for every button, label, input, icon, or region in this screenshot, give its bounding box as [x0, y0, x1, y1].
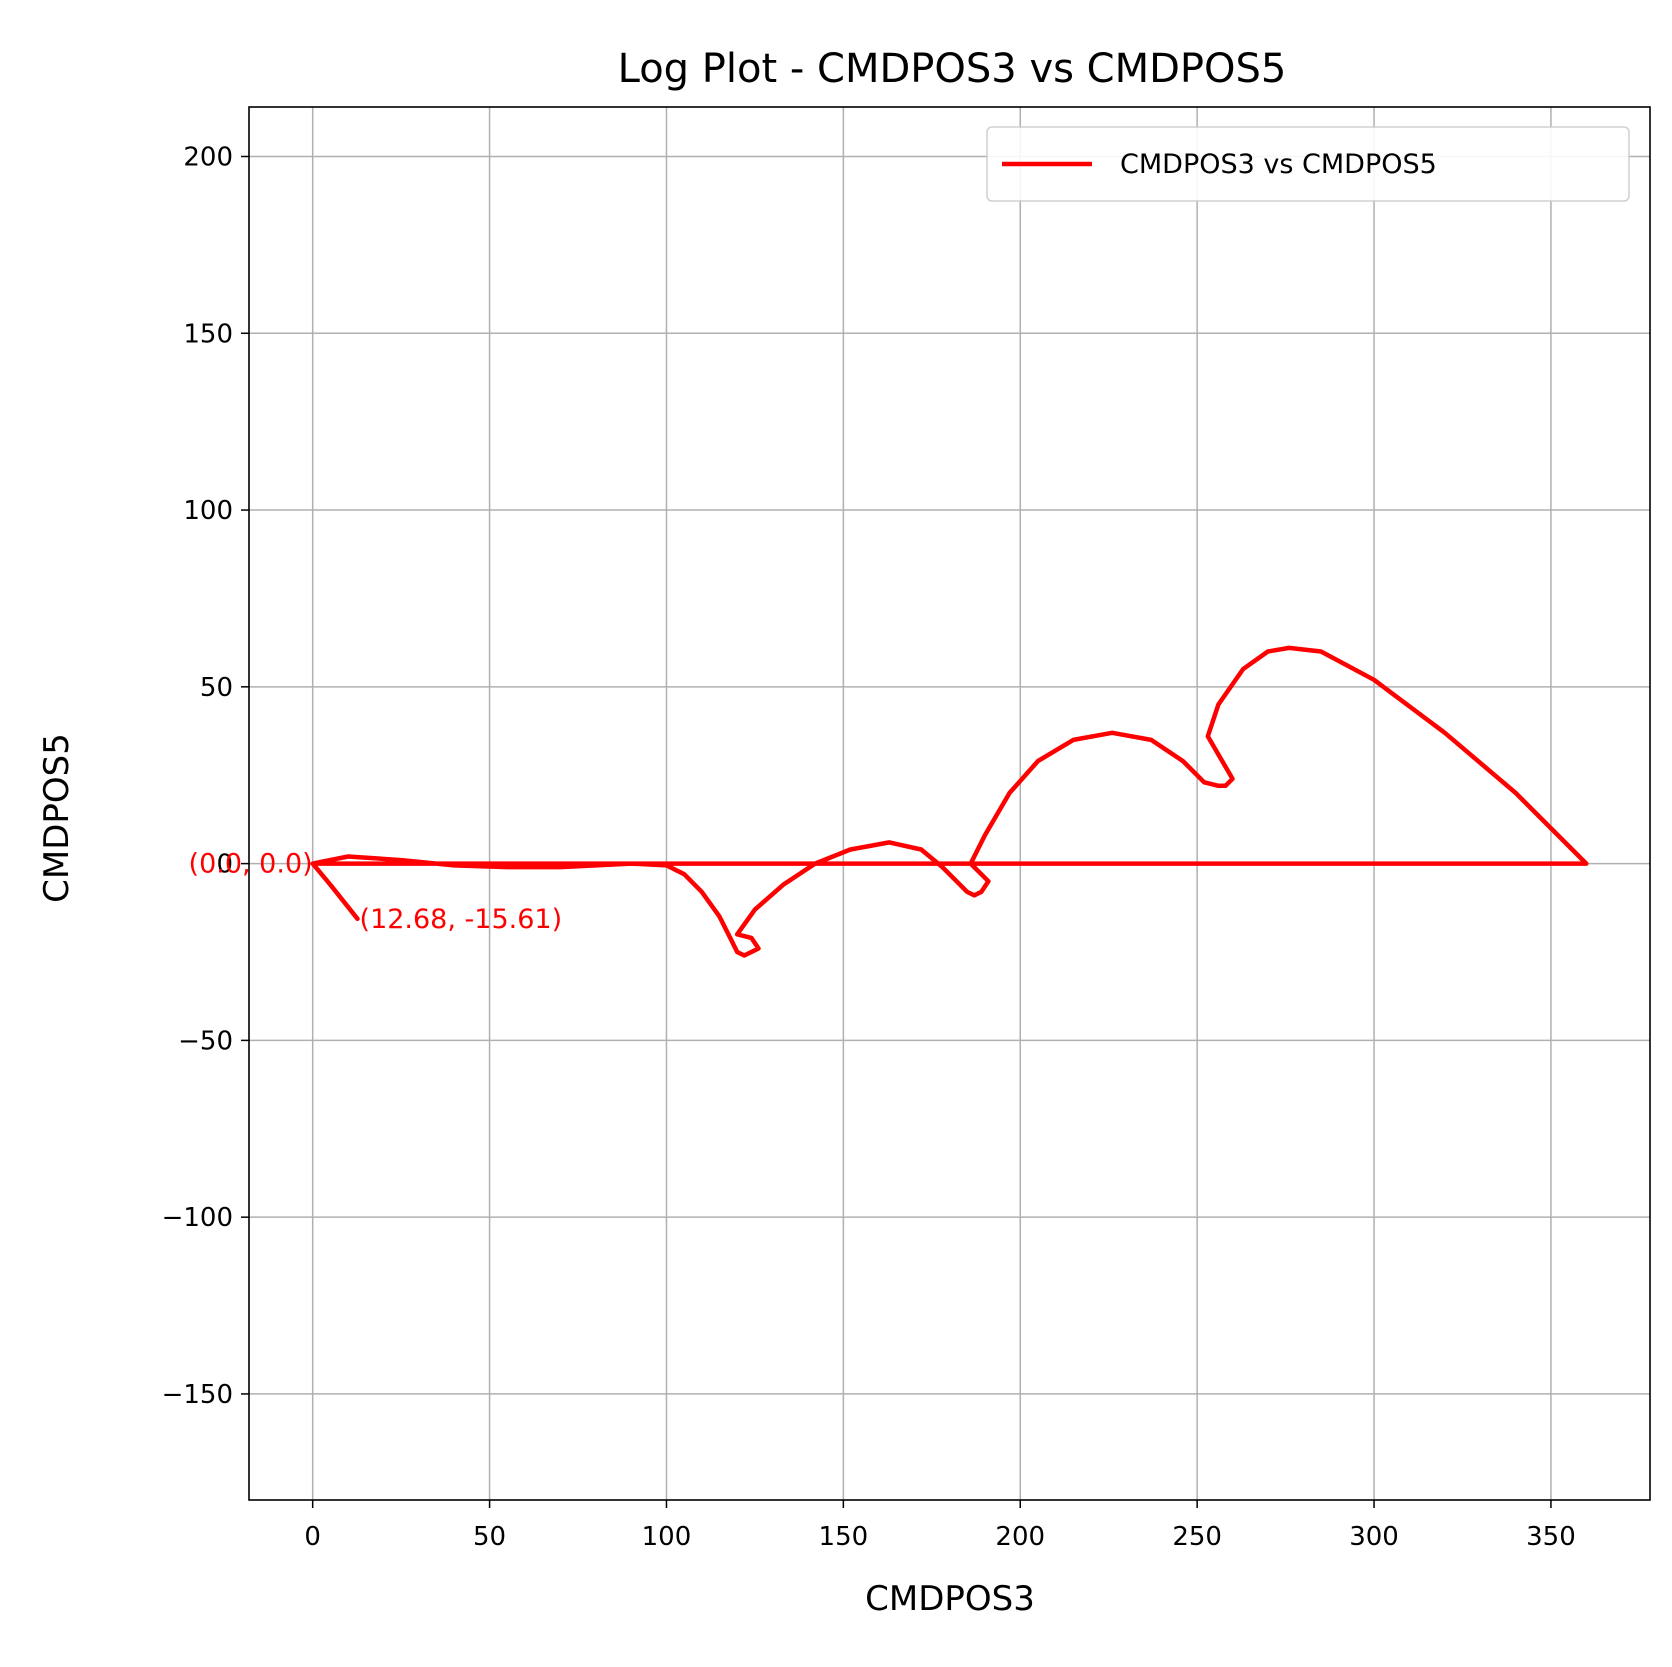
x-tick-label: 0	[304, 1522, 321, 1552]
grid	[249, 107, 1650, 1500]
x-tick-label: 50	[473, 1522, 506, 1552]
x-tick-label: 200	[995, 1522, 1045, 1552]
plot-frame	[248, 106, 1651, 1501]
y-axis-label: CMDPOS5	[37, 733, 77, 903]
point-annotation-0: (0.0, 0.0)	[189, 849, 313, 880]
point-annotation-1: (12.68, -15.61)	[360, 904, 563, 935]
chart-title: Log Plot - CMDPOS3 vs CMDPOS5	[618, 46, 1287, 92]
x-tick-label: 150	[819, 1522, 869, 1552]
legend: CMDPOS3 vs CMDPOS5	[986, 126, 1630, 202]
y-tick-label: 150	[183, 319, 233, 349]
legend-label: CMDPOS3 vs CMDPOS5	[1120, 149, 1437, 180]
y-axis: −150 −100 −50 0 50 100 150 200	[162, 142, 249, 1410]
x-tick-label: 350	[1526, 1522, 1576, 1552]
series-layer	[310, 645, 1589, 958]
y-tick-label: 200	[183, 142, 233, 172]
annotations: (0.0, 0.0) (12.68, -15.61)	[189, 849, 563, 935]
x-tick-label: 100	[642, 1522, 692, 1552]
x-axis-label: CMDPOS3	[865, 1579, 1035, 1619]
y-tick-label: 50	[200, 673, 233, 703]
x-tick-label: 300	[1349, 1522, 1399, 1552]
y-tick-label: 0	[216, 850, 233, 880]
x-axis: 0 50 100 150 200 250 300 350	[304, 1500, 1576, 1552]
y-tick-label: −150	[162, 1380, 233, 1410]
y-tick-label: −50	[178, 1026, 233, 1056]
series-line-0	[310, 645, 1589, 958]
y-tick-label: 100	[183, 496, 233, 526]
x-tick-label: 250	[1172, 1522, 1222, 1552]
legend-box	[986, 126, 1630, 202]
y-tick-label: −100	[162, 1203, 233, 1233]
